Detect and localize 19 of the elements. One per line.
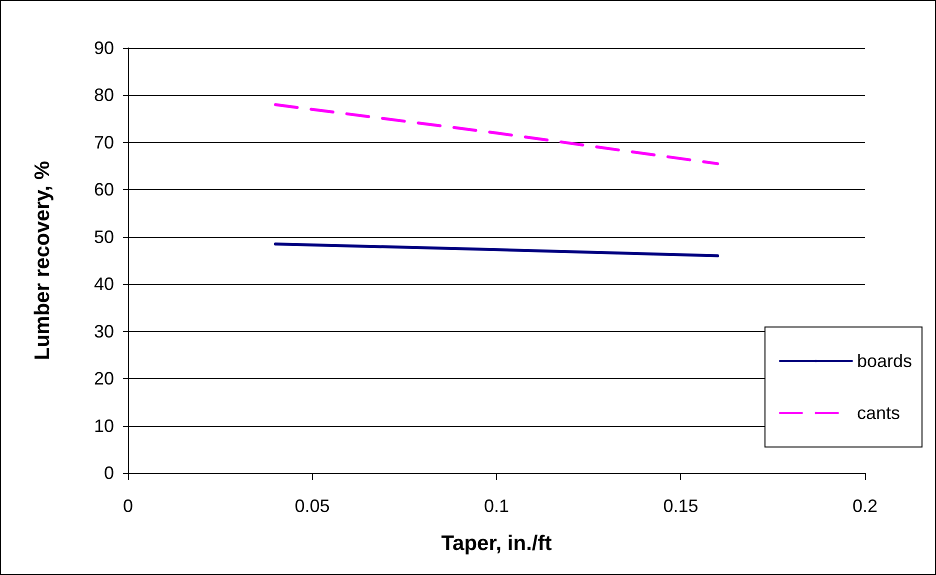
y-tick-label: 50: [94, 226, 114, 247]
legend-label: cants: [856, 403, 900, 423]
y-tick-label: 90: [94, 38, 114, 58]
y-tick-label: 30: [94, 321, 114, 342]
x-tick-label: 0.2: [852, 496, 878, 516]
y-tick-label: 60: [94, 180, 114, 200]
x-tick-label: 0.1: [484, 496, 510, 516]
x-tick-label: 0.15: [663, 496, 698, 516]
y-tick-label: 0: [104, 463, 114, 483]
x-tick-label: 0.05: [294, 496, 330, 516]
legend-label: boards: [856, 351, 912, 371]
y-tick-label: 70: [94, 132, 114, 152]
y-tick-label: 80: [94, 85, 114, 106]
x-tick-label: 0: [122, 496, 134, 516]
y-tick-label: 10: [94, 416, 114, 436]
y-axis-title: Lumber recovery, %: [31, 160, 54, 360]
y-tick-label: 40: [94, 274, 114, 294]
y-tick-label: 20: [94, 368, 114, 389]
x-axis-title: Taper, in./ft: [441, 532, 552, 555]
